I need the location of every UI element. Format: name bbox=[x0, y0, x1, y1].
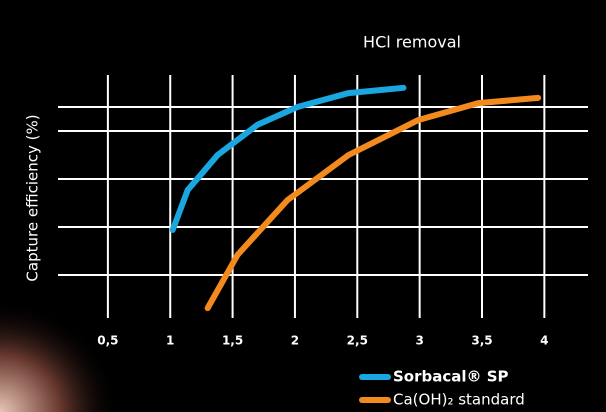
chart: HCl removal Capture efficiency (%) 0,5 1 1… bbox=[0, 0, 606, 412]
y-axis-label: Capture efficiency (%) bbox=[24, 114, 42, 281]
x-tick-label: 2,5 bbox=[347, 334, 368, 348]
x-tick-label: 1 bbox=[166, 334, 174, 348]
legend-label: Ca(OH)₂ standard bbox=[393, 391, 525, 409]
legend-label: Sorbacal® SP bbox=[393, 368, 509, 386]
photo-corner bbox=[0, 300, 120, 412]
x-tick-label: 1,5 bbox=[222, 334, 243, 348]
x-tick-label: 2 bbox=[291, 334, 299, 348]
x-tick-label: 3,5 bbox=[471, 334, 492, 348]
x-tick-label: 0,5 bbox=[97, 334, 118, 348]
chart-title: HCl removal bbox=[363, 33, 461, 52]
x-tick-label: 4 bbox=[540, 334, 548, 348]
x-tick-label: 3 bbox=[415, 334, 423, 348]
